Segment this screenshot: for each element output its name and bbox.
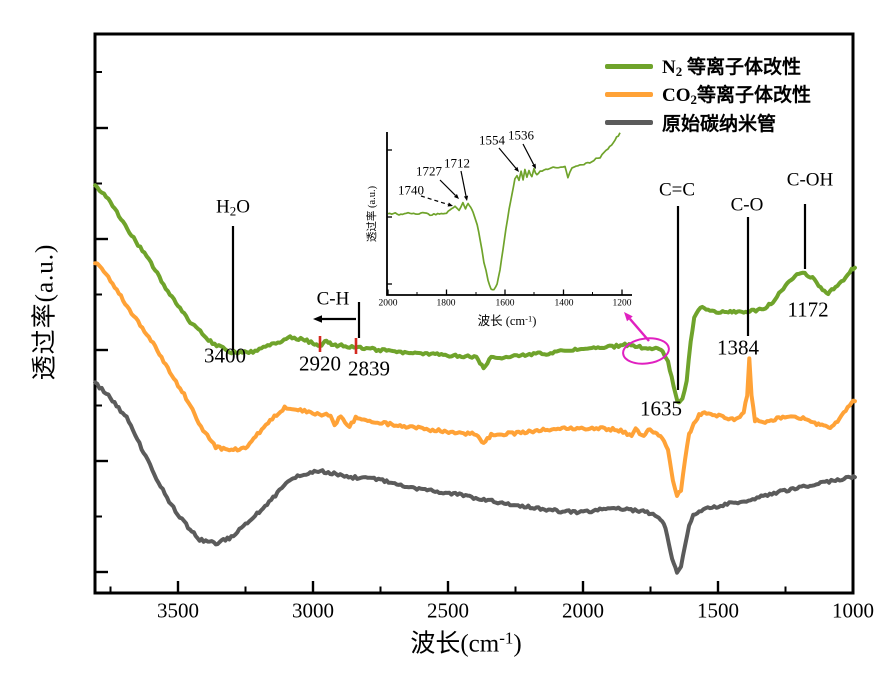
peak-arrow-1554-line [498, 147, 517, 169]
inset-curve-n2 [387, 132, 621, 291]
legend-n2-rest: 等离子体改性 [682, 56, 801, 78]
inset-peak-1536: 1536 [508, 127, 534, 143]
inset-xlabel-close: ) [532, 314, 537, 329]
inset-peak-1727: 1727 [416, 163, 442, 179]
legend-co2-sub: 2 [690, 92, 697, 108]
annotation-value-3400: 3400 [204, 343, 246, 368]
x-axis-label: 波长(cm-1) [410, 630, 521, 657]
peak-arrow-1727-head [453, 193, 459, 199]
legend-item-n2: N2 等离子体改性 [605, 56, 801, 79]
legend-label-co2: CO2等离子体改性 [662, 80, 811, 108]
curve-pristine-cnt [93, 380, 857, 575]
legend-pristine-text: 原始碳纳米管 [662, 113, 777, 135]
x-tick-2000: 2000 [562, 598, 604, 623]
legend-co2-pre: CO [662, 84, 691, 106]
inset-peak-1712: 1712 [444, 155, 470, 171]
inset-x-tick-1200: 1200 [612, 298, 632, 309]
legend-co2-rest: 等离子体改性 [696, 84, 811, 106]
x-axis-label-sup: -1 [499, 628, 514, 648]
inset-x-axis-label: 波长 (cm-1) [478, 314, 537, 327]
inset-link-arrow-head [624, 312, 633, 322]
annotation-co: C-O [730, 194, 764, 216]
annotation-h2o: H2O [216, 197, 250, 218]
legend-label-pristine: 原始碳纳米管 [662, 109, 776, 136]
legend-swatch-0 [605, 63, 653, 69]
peak-arrow-1727-line [439, 179, 456, 196]
legend-swatch-1 [605, 91, 653, 97]
y-axis-label: 透过率(a.u.) [31, 243, 59, 381]
legend-label-n2: N2 等离子体改性 [662, 52, 801, 80]
peak-arrow-1712-line [460, 170, 467, 197]
peak-arrow-1740-head [447, 202, 453, 207]
inset-axes [386, 132, 632, 296]
annotation-coh: C-OH [786, 169, 834, 191]
curve-co2-plasma [93, 261, 857, 498]
inset-x-tick-1800: 1800 [436, 298, 456, 309]
peak-arrow-1536-line [522, 143, 535, 165]
x-tick-2500: 2500 [427, 598, 469, 623]
x-tick-1000: 1000 [832, 598, 874, 623]
inset-y-axis-label: 透过率 (a.u.) [366, 185, 378, 243]
annotation-value-1384: 1384 [717, 335, 759, 360]
ch-arrow-head [313, 315, 322, 323]
plot-frame [93, 32, 855, 595]
inset-xlabel-sup: -1 [525, 313, 533, 324]
highlight-ellipse [622, 337, 670, 365]
h2o-sub: 2 [229, 203, 237, 219]
peak-arrow-1536-head [531, 163, 536, 169]
annotation-value-2920: 2920 [299, 351, 341, 376]
annotation-value-2839: 2839 [348, 356, 390, 381]
inset-link-arrow-line [628, 318, 650, 342]
x-tick-3500: 3500 [157, 598, 199, 623]
legend-item-co2: CO2等离子体改性 [605, 84, 811, 107]
peak-arrow-1554-head [514, 166, 519, 172]
legend-item-pristine: 原始碳纳米管 [605, 112, 776, 135]
inset-x-tick-1600: 1600 [495, 298, 515, 309]
inset-x-tick-1400: 1400 [554, 298, 574, 309]
h2o-pre: H [216, 196, 230, 218]
curve-n2-plasma [93, 183, 857, 405]
inset-peak-1554: 1554 [479, 132, 505, 148]
inset-xlabel-text: 波长 (cm [477, 314, 526, 329]
annotation-cc: C=C [658, 179, 696, 201]
annotation-ch: C-H [316, 288, 350, 310]
inset-x-tick-2000: 2000 [378, 298, 398, 309]
annotation-value-1172: 1172 [787, 297, 829, 322]
peak-arrow-1712-head [463, 195, 469, 201]
x-axis-label-close: ) [513, 630, 522, 658]
x-tick-1500: 1500 [697, 598, 739, 623]
legend-n2-pre: N [662, 56, 676, 78]
annotation-value-1635: 1635 [640, 396, 682, 421]
legend-swatch-2 [605, 119, 653, 125]
x-tick-3000: 3000 [292, 598, 334, 623]
peak-arrow-1740-line [420, 195, 449, 206]
x-axis-label-text: 波长(cm [410, 630, 500, 658]
h2o-rest: O [236, 196, 250, 218]
inset-peak-1740: 1740 [398, 182, 424, 198]
legend-n2-sub: 2 [675, 64, 683, 80]
